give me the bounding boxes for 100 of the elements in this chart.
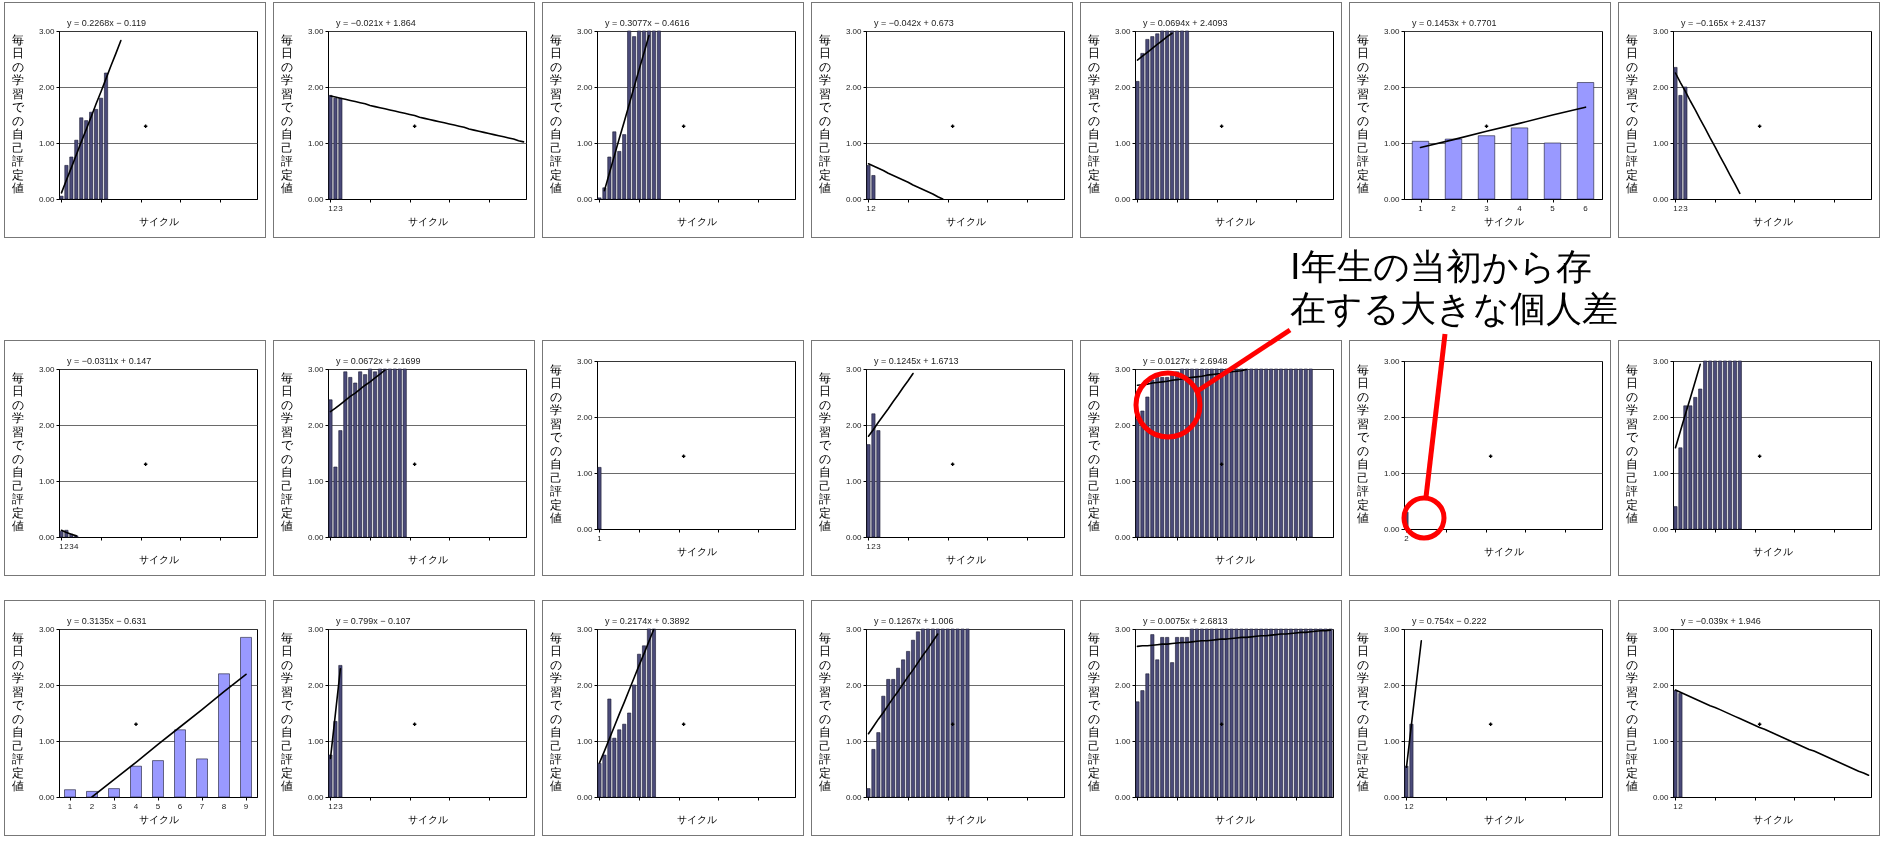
y-tick-label: 2.00 (38, 420, 56, 430)
y-tick-label: 0.00 (38, 792, 56, 802)
y-tick-label: 1.00 (38, 476, 56, 486)
y-tick-label: 1.00 (845, 138, 863, 148)
text: y = 0.3135x − 0.631 (67, 616, 147, 626)
text: y = −0.042x + 0.673 (874, 18, 954, 28)
text: y = 0.754x − 0.222 (1412, 616, 1487, 626)
x-tick-label: 1 (328, 802, 334, 811)
y-tick-label: 2.00 (307, 82, 325, 92)
y-tick-label: 2.00 (576, 412, 594, 422)
x-tick-label: 9 (243, 802, 249, 811)
y-tick-label: 3.00 (576, 624, 594, 634)
y-tick-label: 1.00 (576, 736, 594, 746)
x-axis-title: サイクル (407, 814, 448, 825)
x-axis-title: サイクル (1752, 546, 1793, 557)
text: 毎日の学習での自己評定値 (11, 32, 24, 195)
x-tick-label: 2 (89, 802, 95, 811)
y-tick-label: 1.00 (845, 476, 863, 486)
y-tick-label: 3.00 (845, 624, 863, 634)
x-axis-title: サイクル (407, 554, 448, 565)
x-tick-label: 3 (338, 204, 344, 213)
text: 毎日の学習での自己評定値 (1087, 370, 1100, 533)
y-tick-label: 1.00 (38, 736, 56, 746)
y-tick-label: 0.00 (845, 194, 863, 204)
text: y = 0.0672x + 2.1699 (336, 356, 421, 366)
x-tick-label: 3 (111, 802, 117, 811)
y-tick-label: 0.00 (38, 194, 56, 204)
y-tick-label: 3.00 (307, 364, 325, 374)
x-tick-label: 1 (1673, 802, 1679, 811)
x-tick-label: 4 (133, 802, 139, 811)
y-tick-label: 1.00 (576, 138, 594, 148)
x-axis-title: サイクル (138, 216, 179, 227)
x-tick-label: 2 (871, 542, 877, 551)
x-axis-title: サイクル (676, 546, 717, 557)
x-axis-title: サイクル (676, 814, 717, 825)
x-axis-title: サイクル (1214, 216, 1255, 227)
y-tick-label: 3.00 (1383, 356, 1401, 366)
x-tick-label: 4 (74, 542, 80, 551)
y-tick-label: 1.00 (1114, 736, 1132, 746)
x-axis-title: サイクル (407, 216, 448, 227)
x-tick-label: 2 (333, 802, 339, 811)
x-axis-title: サイクル (945, 814, 986, 825)
text: 毎日の学習での自己評定値 (1625, 32, 1638, 195)
x-axis-title: サイクル (1483, 814, 1524, 825)
y-tick-label: 3.00 (38, 26, 56, 36)
x-tick-label: 3 (1484, 204, 1490, 213)
x-axis-title: サイクル (138, 814, 179, 825)
x-tick-label: 1 (866, 204, 872, 213)
text: 毎日の学習での自己評定値 (549, 630, 562, 793)
x-tick-label: 3 (1683, 204, 1689, 213)
y-tick-label: 2.00 (307, 680, 325, 690)
y-tick-label: 0.00 (1383, 194, 1401, 204)
x-tick-label: 6 (1583, 204, 1589, 213)
text: 毎日の学習での自己評定値 (818, 370, 831, 533)
y-tick-label: 2.00 (845, 420, 863, 430)
y-tick-label: 0.00 (576, 524, 594, 534)
y-tick-label: 0.00 (38, 532, 56, 542)
x-tick-label: 5 (1550, 204, 1556, 213)
y-tick-label: 1.00 (307, 736, 325, 746)
x-tick-label: 2 (64, 542, 70, 551)
y-tick-label: 1.00 (307, 476, 325, 486)
text: 毎日の学習での自己評定値 (1356, 630, 1369, 793)
x-axis-title: サイクル (676, 216, 717, 227)
text: y = 0.3077x − 0.4616 (605, 18, 690, 28)
y-tick-label: 0.00 (576, 194, 594, 204)
x-tick-label: 1 (866, 542, 872, 551)
x-tick-label: 2 (1451, 204, 1457, 213)
y-tick-label: 3.00 (576, 356, 594, 366)
x-axis-title: サイクル (1214, 554, 1255, 565)
x-tick-label: 1 (597, 534, 603, 543)
x-tick-label: 3 (876, 542, 882, 551)
x-tick-label: 1 (1673, 204, 1679, 213)
y-tick-label: 3.00 (1652, 624, 1670, 634)
text: y = 0.2174x + 0.3892 (605, 616, 690, 626)
y-tick-label: 2.00 (1383, 412, 1401, 422)
y-tick-label: 0.00 (307, 792, 325, 802)
x-tick-label: 2 (1404, 534, 1410, 543)
y-tick-label: 1.00 (307, 138, 325, 148)
x-tick-label: 2 (333, 204, 339, 213)
y-tick-label: 1.00 (1652, 138, 1670, 148)
text: 毎日の学習での自己評定値 (280, 370, 293, 533)
y-tick-label: 2.00 (845, 82, 863, 92)
x-tick-label: 2 (1409, 802, 1415, 811)
y-tick-label: 2.00 (576, 680, 594, 690)
y-tick-label: 0.00 (1383, 524, 1401, 534)
y-tick-label: 2.00 (845, 680, 863, 690)
y-tick-label: 3.00 (845, 364, 863, 374)
y-tick-label: 2.00 (38, 82, 56, 92)
y-tick-label: 0.00 (1652, 194, 1670, 204)
text: 毎日の学習での自己評定値 (549, 32, 562, 195)
y-tick-label: 1.00 (1383, 468, 1401, 478)
y-tick-label: 0.00 (1114, 532, 1132, 542)
y-tick-label: 3.00 (1114, 624, 1132, 634)
x-tick-label: 1 (67, 802, 73, 811)
y-tick-label: 0.00 (1652, 524, 1670, 534)
y-tick-label: 3.00 (1652, 356, 1670, 366)
y-tick-label: 3.00 (38, 364, 56, 374)
x-tick-label: 1 (59, 542, 65, 551)
y-tick-label: 2.00 (1114, 680, 1132, 690)
x-axis-title: サイクル (1752, 216, 1793, 227)
